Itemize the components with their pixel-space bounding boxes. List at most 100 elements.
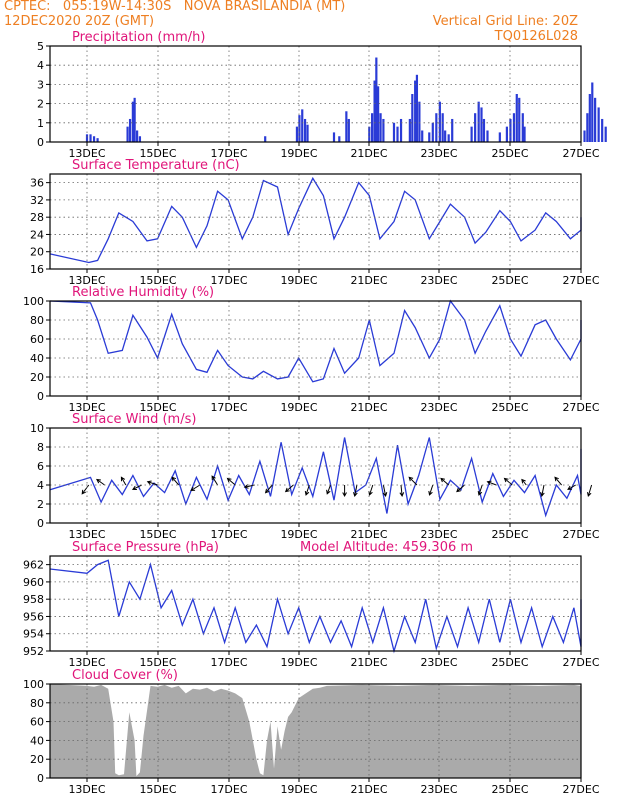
y-tick-label: 32 [30, 194, 44, 207]
wind-direction-arrow [503, 477, 513, 486]
precip-bar [396, 126, 399, 142]
x-tick-label: 23DEC [420, 783, 457, 796]
precip-bar [435, 113, 438, 142]
station-location: CPTEC: 055:19W-14:30S NOVA BRASILANDIA (… [4, 0, 346, 14]
y-tick-label: 954 [23, 628, 44, 641]
precip-bar [379, 113, 382, 142]
precip-bar [482, 118, 486, 142]
precip-bar [298, 115, 301, 142]
y-tick-label: 952 [23, 645, 44, 658]
precip-bar [512, 113, 516, 142]
x-tick-label: 23DEC [420, 147, 457, 160]
y-tick-label: 24 [30, 228, 44, 241]
wind-direction-arrow [554, 476, 562, 486]
panel-cloud: Cloud Cover (%) 0 20 40 60 80 100 13DEC 15DEC 17D… [23, 668, 600, 796]
precip-bar [470, 126, 473, 142]
x-tick-label: 25DEC [491, 147, 528, 160]
wind-direction-arrow [408, 476, 418, 486]
x-tick-label: 21DEC [350, 783, 387, 796]
precip-bar [138, 136, 142, 142]
wind-direction-arrow [477, 484, 483, 496]
precip-bar [486, 130, 489, 142]
panel-precip: Precipitation (mm/h) 0 1 2 3 4 5 13DEC 15DEC 17DE… [37, 30, 607, 160]
precip-bar [415, 74, 419, 142]
precip-bar [345, 111, 348, 142]
y-tick-label: 5 [37, 40, 44, 53]
precip-bar [375, 57, 378, 142]
rh-series-line [49, 299, 582, 383]
y-tick-label: 956 [23, 610, 44, 623]
x-tick-label: 19DEC [280, 147, 317, 160]
y-tick-label: 60 [30, 716, 44, 729]
chart-header: CPTEC: 055:19W-14:30S NOVA BRASILANDIA (… [0, 0, 618, 46]
y-tick-label: 1 [37, 117, 44, 130]
wind-direction-arrow [96, 478, 105, 486]
x-tick-label: 27DEC [562, 274, 599, 287]
wind-direction-arrow [587, 484, 593, 498]
precip-bar [438, 101, 441, 142]
precip-bar [418, 101, 421, 142]
x-tick-label: 19DEC [280, 656, 317, 669]
wind-direction-arrow [567, 484, 576, 490]
x-tick-label: 21DEC [350, 528, 387, 541]
panel-wind: Surface Wind (m/s) 0 2 4 6 8 10 13DEC 15DEC 17DEC… [30, 412, 600, 541]
x-tick-label: 25DEC [491, 274, 528, 287]
y-tick-label: 0 [37, 136, 44, 149]
precip-bar [588, 94, 591, 142]
panel-temp: Surface Temperature (nC) 16 20 24 28 32 36 13DE… [30, 158, 600, 287]
x-tick-label: 15DEC [139, 401, 176, 414]
precip-bar [480, 107, 483, 142]
panel-title: Cloud Cover (%) [72, 668, 178, 683]
y-tick-label: 2 [37, 498, 44, 511]
precip-bar [301, 109, 304, 142]
x-tick-label: 21DEC [350, 401, 387, 414]
precip-bar [411, 94, 414, 142]
precip-bar [518, 97, 521, 142]
x-tick-label: 27DEC [562, 528, 599, 541]
precip-bar [594, 97, 597, 142]
precip-bar [133, 97, 136, 142]
precip-bar [597, 107, 600, 142]
wind-direction-arrow [120, 476, 127, 486]
precip-bar [477, 101, 480, 142]
x-tick-label: 19DEC [280, 783, 317, 796]
precip-bar [586, 113, 589, 142]
y-tick-label: 36 [30, 177, 44, 190]
precip-bar [131, 101, 134, 142]
panel-frame [49, 683, 582, 779]
y-tick-label: 80 [30, 697, 44, 710]
precip-bar [523, 126, 526, 142]
y-tick-label: 962 [23, 559, 44, 572]
panel-frame [49, 555, 582, 652]
y-tick-label: 6 [37, 460, 44, 473]
wind-direction-arrow [146, 480, 158, 486]
panel-frame [49, 45, 582, 143]
wind-direction-arrow [399, 484, 405, 498]
x-tick-label: 25DEC [491, 401, 528, 414]
x-tick-label: 25DEC [491, 783, 528, 796]
wind-direction-arrow [190, 484, 201, 492]
wind-direction-arrow [428, 484, 434, 496]
wind-direction-arrow [353, 484, 358, 498]
y-tick-label: 60 [30, 333, 44, 346]
x-tick-label: 27DEC [562, 147, 599, 160]
x-tick-label: 27DEC [562, 401, 599, 414]
precip-bar [505, 126, 508, 142]
x-tick-label: 13DEC [68, 274, 105, 287]
panel-psfc: Surface Pressure (hPa) Model Altitude: 45… [23, 540, 600, 669]
y-tick-label: 958 [23, 593, 44, 606]
y-tick-label: 4 [37, 479, 44, 492]
panel-frame [49, 173, 582, 270]
precip-bar [85, 134, 89, 142]
panel-rh: Relative Humidity (%) 0 20 40 60 80 100 13DEC 15… [23, 285, 600, 414]
x-tick-label: 15DEC [139, 656, 176, 669]
y-tick-label: 960 [23, 576, 44, 589]
x-tick-label: 13DEC [68, 656, 105, 669]
x-tick-label: 13DEC [68, 401, 105, 414]
precip-bar [338, 136, 341, 142]
x-tick-label: 17DEC [210, 656, 247, 669]
precip-bar [474, 113, 477, 142]
wind-direction-arrow [342, 485, 347, 498]
model-altitude: Model Altitude: 459.306 m [300, 540, 473, 555]
